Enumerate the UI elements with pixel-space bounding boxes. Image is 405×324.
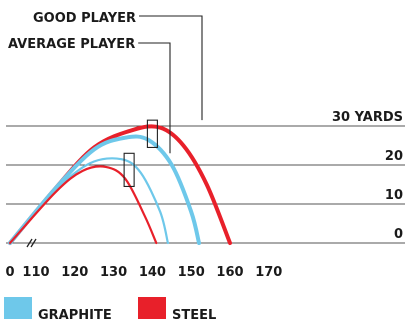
x-tick-label: 120 xyxy=(61,265,88,280)
annotation-bracket-good xyxy=(146,119,158,149)
annotation-layer: GOOD PLAYER AVERAGE PLAYER xyxy=(8,11,203,188)
x-tick-label: 150 xyxy=(178,265,205,280)
axis-break-mark xyxy=(30,238,37,248)
y-tick-layer: 0 10 20 30 YARDS xyxy=(332,110,403,242)
series-line-graphite-good xyxy=(8,134,201,245)
annotation-leader-good xyxy=(139,15,203,121)
x-tick-label: 0 xyxy=(5,265,14,280)
y-tick-label: 30 YARDS xyxy=(332,110,403,125)
legend-swatch-graphite xyxy=(4,297,32,319)
annotation-label-good: GOOD PLAYER xyxy=(33,11,136,26)
x-tick-label: 160 xyxy=(216,265,243,280)
annotation-bracket-average xyxy=(123,152,135,188)
x-tick-label: 130 xyxy=(100,265,127,280)
x-tick-label: 110 xyxy=(22,265,49,280)
y-tick-label: 0 xyxy=(394,227,403,242)
annotation-label-average: AVERAGE PLAYER xyxy=(8,37,135,52)
y-tick-label: 10 xyxy=(385,188,403,203)
axis-break-mark xyxy=(26,238,33,248)
legend-label-graphite: GRAPHITE xyxy=(38,308,112,323)
series-line-graphite-average xyxy=(8,157,169,245)
x-tick-label: 170 xyxy=(255,265,282,280)
annotation-leader-average xyxy=(138,42,171,154)
legend-label-steel: STEEL xyxy=(172,308,216,323)
legend: GRAPHITE STEEL xyxy=(4,297,216,323)
x-tick-layer: 0 110 120 130 140 150 160 170 xyxy=(5,265,282,280)
legend-swatch-steel xyxy=(138,297,166,319)
grid-layer xyxy=(6,125,405,248)
series-line-steel-average xyxy=(8,165,158,245)
x-tick-label: 140 xyxy=(139,265,166,280)
y-tick-label: 20 xyxy=(385,149,403,164)
series-layer xyxy=(8,124,232,245)
